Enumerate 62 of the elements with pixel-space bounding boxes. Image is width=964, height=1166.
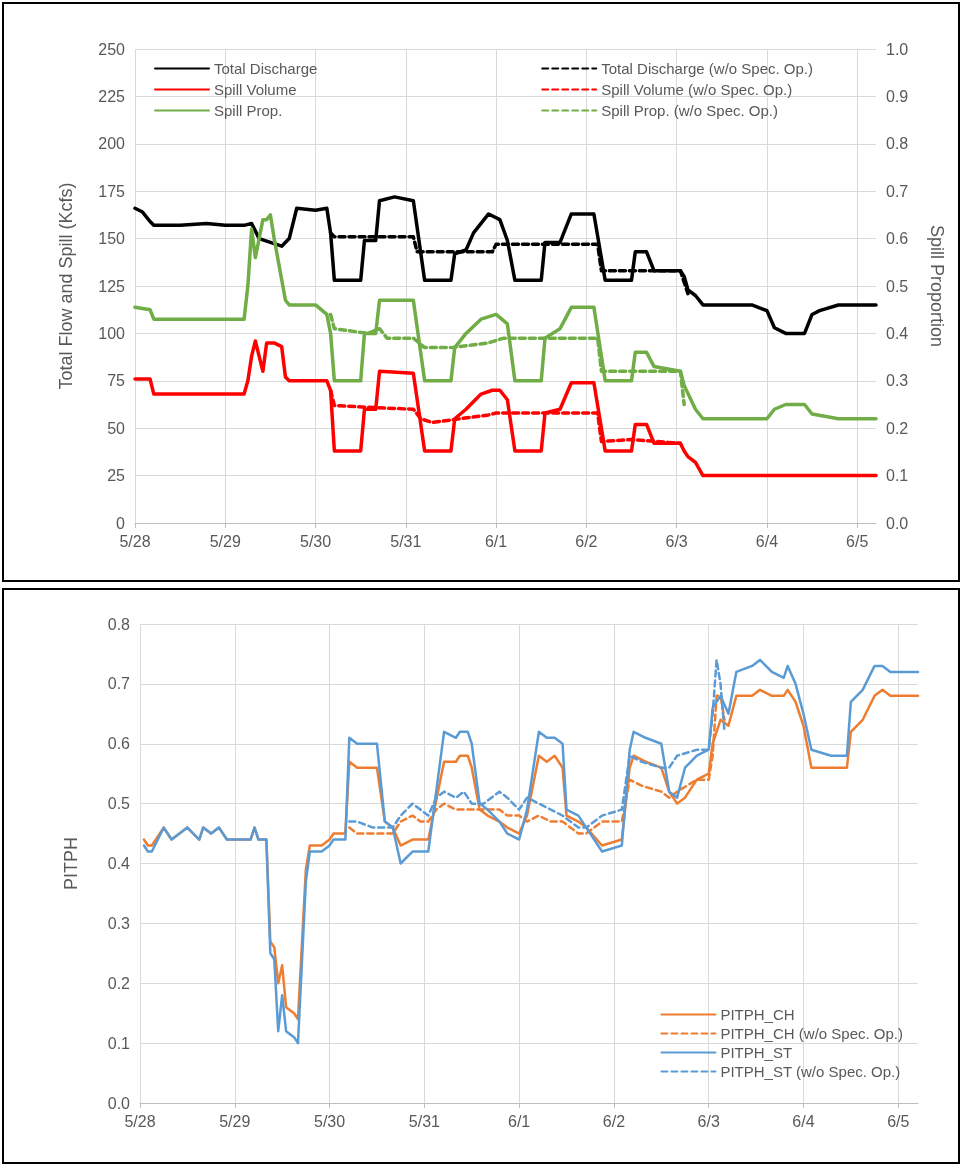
x-tick-label: 6/5 [846, 532, 869, 550]
legend-label: Spill Prop. (w/o Spec. Op.) [601, 102, 778, 119]
legend-label: Spill Volume (w/o Spec. Op.) [601, 81, 793, 98]
legend-label: PITPH_ST (w/o Spec. Op.) [720, 1063, 901, 1080]
x-tick-label: 6/2 [575, 532, 598, 550]
legend-label: Total Discharge [214, 60, 318, 77]
x-tick-label: 6/3 [697, 1112, 720, 1130]
y-tick-label: 0.0 [107, 1094, 131, 1112]
x-tick-label: 6/5 [887, 1112, 910, 1130]
y-tick-label: 0.6 [107, 735, 131, 753]
y2-tick-label: 0.1 [886, 467, 909, 485]
y2-tick-label: 0.9 [886, 87, 909, 105]
y-tick-label: 0.3 [107, 914, 131, 932]
legend-label: PITPH_ST [720, 1044, 793, 1061]
y2-tick-label: 0.3 [886, 372, 909, 390]
legend-label: PITPH_CH [720, 1006, 795, 1023]
x-tick-label: 5/29 [209, 532, 241, 550]
legend-label: PITPH_CH (w/o Spec. Op.) [720, 1025, 904, 1042]
y-axis-title: Total Flow and Spill (Kcfs) [56, 182, 76, 390]
x-tick-label: 6/4 [792, 1112, 815, 1130]
x-tick-label: 5/29 [219, 1112, 251, 1130]
x-tick-label: 5/30 [299, 532, 332, 550]
y-tick-label: 0.2 [107, 974, 131, 992]
y-tick-label: 0.5 [107, 795, 131, 813]
x-tick-label: 5/28 [124, 1112, 156, 1130]
y-tick-label: 0.8 [107, 615, 131, 633]
x-tick-label: 6/3 [665, 532, 688, 550]
y2-tick-label: 0.0 [886, 514, 909, 532]
y2-tick-label: 0.6 [886, 230, 909, 248]
x-tick-label: 6/4 [755, 532, 779, 550]
y-tick-label: 250 [98, 40, 126, 58]
y2-tick-label: 0.7 [886, 182, 909, 200]
y-tick-label: 50 [107, 419, 126, 437]
y2-tick-label: 0.8 [886, 135, 909, 153]
x-tick-label: 6/2 [602, 1112, 626, 1130]
x-tick-label: 5/31 [408, 1112, 441, 1130]
y-axis-title: PITPH [61, 836, 81, 891]
y2-tick-label: 0.5 [886, 277, 909, 295]
y2-tick-label: 0.2 [886, 419, 909, 437]
y2-tick-label: 1.0 [886, 40, 909, 58]
y-tick-label: 75 [107, 372, 126, 390]
y-tick-label: 200 [98, 135, 126, 153]
y-tick-label: 100 [98, 324, 126, 342]
x-tick-label: 6/1 [484, 532, 508, 550]
x-tick-label: 5/28 [119, 532, 151, 550]
x-tick-label: 5/30 [313, 1112, 346, 1130]
y2-axis-title: Spill Proportion [927, 224, 947, 348]
legend-label: Total Discharge (w/o Spec. Op.) [601, 60, 814, 77]
y-tick-label: 0 [116, 514, 126, 532]
y-tick-label: 125 [98, 277, 126, 295]
y-tick-label: 175 [98, 182, 126, 200]
x-tick-label: 5/31 [390, 532, 422, 550]
y-tick-label: 150 [98, 230, 126, 248]
y-tick-label: 0.7 [107, 675, 131, 693]
y2-tick-label: 0.4 [886, 324, 909, 342]
legend-label: Spill Prop. [214, 102, 283, 119]
y-tick-label: 0.4 [107, 855, 131, 872]
y-tick-label: 0.1 [107, 1034, 131, 1052]
y-tick-label: 225 [98, 87, 126, 105]
y-tick-label: 25 [107, 467, 126, 485]
x-tick-label: 6/1 [508, 1112, 531, 1130]
legend-label: Spill Volume [214, 81, 297, 98]
